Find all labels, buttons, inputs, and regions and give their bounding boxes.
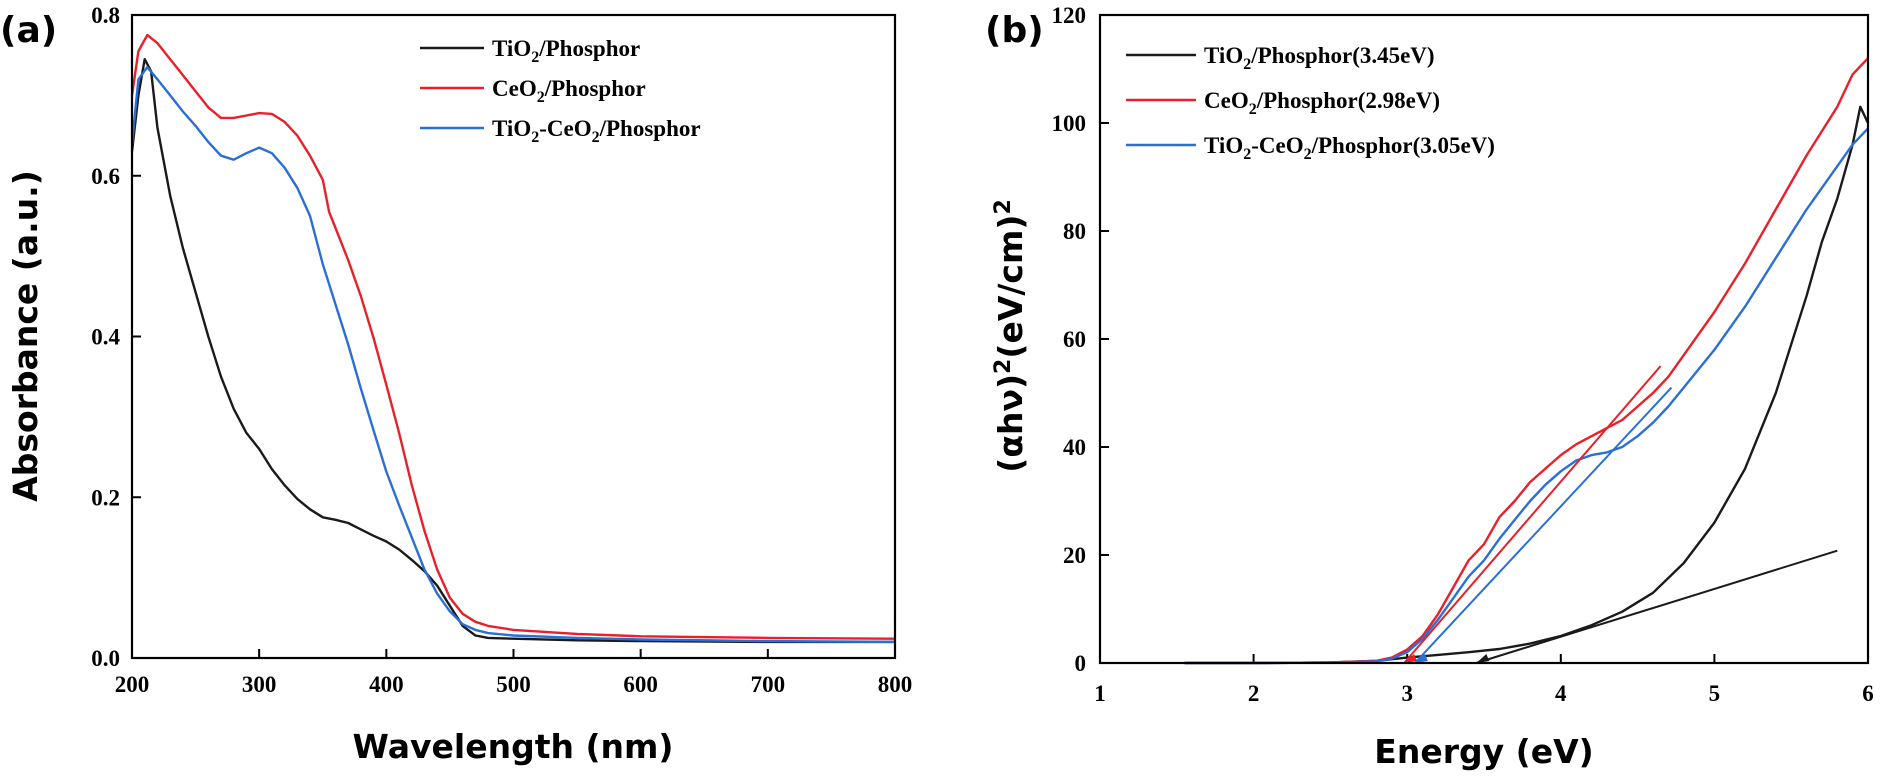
legend-entry-3: TiO2-CeO2/Phosphor [492,116,701,146]
x-tick-label: 300 [242,672,277,697]
panel-b-frame [1098,13,1870,665]
x-tick-label: 1 [1094,681,1106,706]
panel-label-a: (a) [0,10,57,51]
y-tick-label: 80 [1063,219,1086,244]
x-tick-label: 800 [878,672,913,697]
x-tick-label: 400 [369,672,404,697]
x-tick-label: 5 [1709,681,1721,706]
series-line-3 [130,65,896,644]
legend-entry-2: CeO2/Phosphor(2.98eV) [1204,88,1440,118]
tangent-arrowhead-1 [1476,654,1490,663]
panel-b-tangent-lines [1403,365,1838,664]
panel-b-legend: TiO2/Phosphor(3.45eV) CeO2/Phosphor(2.98e… [1126,43,1495,163]
panel-label-b: (b) [985,10,1044,51]
y-tick-label: 40 [1063,435,1086,460]
tangent-arrowhead-3 [1414,654,1428,663]
series-line-1 [1184,105,1870,665]
x-tick-label: 6 [1862,681,1874,706]
y-tick-label: 0.4 [91,325,120,350]
y-tick-label: 60 [1063,327,1086,352]
y-title-sup-2: 2 [991,199,1016,214]
x-tick-label: 600 [623,672,658,697]
panel-a-ticks: 200 300 400 500 600 700 800 0.0 0.2 0.4 0.6 0.8 [91,3,912,697]
panel-a-y-axis-title: Absorbance (a.u.) [6,170,45,502]
y-tick-label: 0.6 [91,164,120,189]
series-line-2 [130,33,896,640]
x-tick-label: 4 [1555,681,1567,706]
x-tick-label: 700 [751,672,786,697]
panel-a-frame [130,13,897,660]
series-line-3 [1184,127,1869,665]
legend-entry-3: TiO2-CeO2/Phosphor(3.05eV) [1204,133,1495,163]
x-tick-label: 2 [1248,681,1260,706]
panel-b-series [1184,57,1870,665]
y-tick-label: 20 [1063,543,1086,568]
tangent-arrowhead-2 [1404,654,1418,663]
panel-a-legend: TiO2/Phosphor CeO2/Phosphor TiO2-CeO2/Phos… [420,36,701,146]
x-tick-label: 200 [115,672,150,697]
y-tick-label: 0 [1075,651,1087,676]
series-line-1 [130,58,895,644]
tangent-line-2 [1403,365,1662,664]
legend-entry-1: TiO2/Phosphor [492,36,640,66]
panel-a-series [130,33,896,644]
y-tick-label: 100 [1052,111,1087,136]
panel-b-x-axis-title: Energy (eV) [1374,732,1593,771]
y-tick-label: 120 [1052,3,1087,28]
x-tick-label: 3 [1401,681,1413,706]
y-tick-label: 0.2 [91,485,120,510]
legend-entry-1: TiO2/Phosphor(3.45eV) [1204,43,1435,73]
tangent-line-3 [1414,386,1673,664]
y-tick-label: 0.8 [91,3,120,28]
panel-b-y-axis-title: (αhν)2(eV/cm)2 [991,199,1030,473]
y-title-part-mid: (eV/cm) [991,215,1030,359]
series-line-2 [1184,57,1869,665]
chart-panel-a: (a) 200 300 400 500 600 700 800 0.0 0.2 0.4 0.6 0.8… [0,3,912,766]
legend-entry-2: CeO2/Phosphor [492,76,646,106]
tangent-line-1 [1476,549,1838,664]
y-tick-label: 0.0 [91,646,120,671]
y-title-sup-1: 2 [991,359,1016,374]
y-title-part-open: (αhν) [991,374,1030,473]
x-tick-label: 500 [496,672,531,697]
panel-a-x-axis-title: Wavelength (nm) [353,727,674,766]
